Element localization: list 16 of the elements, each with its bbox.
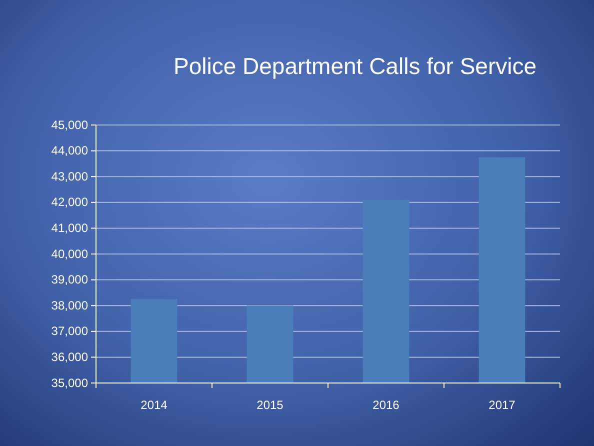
x-tick-label: 2017 <box>488 398 516 412</box>
y-tick-label: 44,000 <box>51 144 88 158</box>
x-tick-label: 2014 <box>140 398 168 412</box>
y-tick-label: 43,000 <box>51 169 88 184</box>
x-tick-label: 2016 <box>372 398 400 412</box>
y-tick-label: 35,000 <box>51 376 88 390</box>
y-tick-label: 39,000 <box>51 272 88 287</box>
y-tick-label: 37,000 <box>51 324 88 338</box>
y-tick-label: 40,000 <box>51 246 88 261</box>
y-tick-label: 42,000 <box>51 195 88 210</box>
y-tick-label: 45,000 <box>51 118 88 132</box>
y-tick-label: 36,000 <box>51 350 88 364</box>
y-tick-label: 38,000 <box>51 298 88 312</box>
y-tick-label: 41,000 <box>51 221 88 236</box>
x-tick-label: 2015 <box>256 398 284 412</box>
chart-title: Police Department Calls for Service <box>173 53 537 79</box>
